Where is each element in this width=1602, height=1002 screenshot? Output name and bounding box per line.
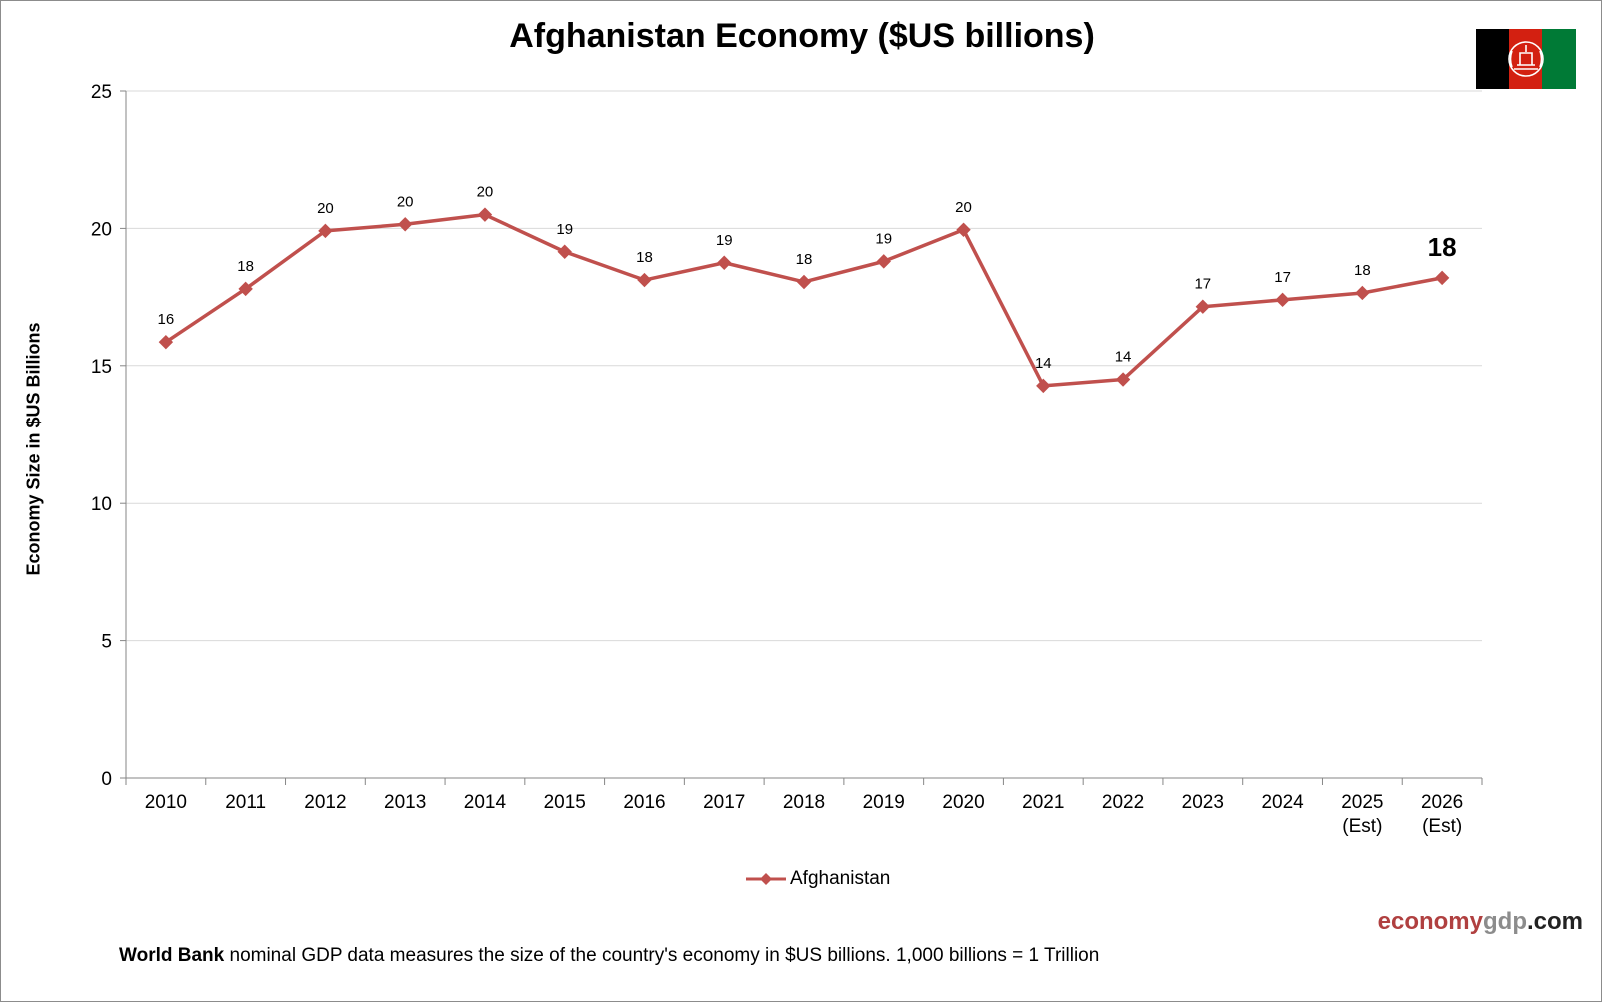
data-point-marker bbox=[238, 281, 253, 297]
data-point-marker bbox=[477, 207, 493, 222]
x-tick-label: 2021 bbox=[1022, 792, 1064, 813]
data-label: 19 bbox=[875, 230, 892, 247]
x-tick-labels: 2010 2011 2012 2013 2014 2015 2016 2017 2018 2019… bbox=[145, 792, 1464, 837]
y-tick-label: 0 bbox=[101, 769, 112, 790]
brand-part-dotcom: .com bbox=[1526, 908, 1583, 935]
data-labels: 16 18 20 20 20 19 18 19 18 19 20 14 14 17 17 18 18 bbox=[158, 184, 1457, 372]
footnote: World Bank nominal GDP data measures the… bbox=[119, 945, 1099, 967]
brand-part-gdp: gdp bbox=[1483, 908, 1527, 935]
data-point-marker bbox=[397, 217, 413, 232]
data-point-marker bbox=[1195, 299, 1211, 314]
data-point-marker bbox=[637, 272, 652, 288]
axes bbox=[120, 90, 1482, 779]
data-point-marker bbox=[557, 244, 572, 259]
data-point-marker bbox=[1275, 292, 1290, 308]
x-tick-label: 2022 bbox=[1102, 792, 1144, 813]
x-tick-label: 2017 bbox=[703, 792, 745, 813]
y-tick-label: 10 bbox=[91, 494, 112, 515]
afghanistan-flag-icon bbox=[1476, 29, 1576, 89]
data-label: 17 bbox=[1194, 276, 1211, 293]
x-tick-label: 2023 bbox=[1182, 792, 1224, 813]
x-tick-label: 2014 bbox=[464, 792, 507, 813]
data-label: 18 bbox=[796, 251, 813, 268]
x-tick-label: 2010 bbox=[145, 792, 187, 813]
data-point-marker bbox=[796, 274, 812, 290]
data-point-marker bbox=[1036, 378, 1051, 394]
x-tick-marks bbox=[125, 778, 1483, 785]
data-point-marker bbox=[1355, 285, 1370, 301]
data-label: 19 bbox=[556, 221, 573, 238]
brand-part-economy: economy bbox=[1377, 908, 1483, 935]
flag-black-stripe bbox=[1476, 29, 1510, 89]
flag-emblem bbox=[1508, 41, 1544, 77]
y-tick-label: 20 bbox=[91, 219, 112, 240]
data-point-marker bbox=[717, 255, 732, 270]
data-label: 20 bbox=[477, 184, 494, 201]
economygdp-brand: economygdp.com bbox=[1378, 908, 1583, 936]
legend-label: Afghanistan bbox=[790, 868, 891, 889]
x-tick-label: 2024 bbox=[1261, 792, 1304, 813]
data-point-marker bbox=[1434, 270, 1450, 286]
x-tick-label: 2015 bbox=[544, 792, 586, 813]
x-tick-label: 2025 (Est) bbox=[1341, 792, 1383, 837]
x-tick-label: 2019 bbox=[863, 792, 905, 813]
data-label: 20 bbox=[317, 200, 334, 217]
y-tick-label: 15 bbox=[91, 357, 112, 378]
y-tick-label: 25 bbox=[91, 82, 112, 103]
y-tick-label: 5 bbox=[101, 632, 112, 653]
flag-red-stripe bbox=[1509, 29, 1543, 89]
series-afghanistan bbox=[158, 207, 1450, 394]
x-tick-label: 2016 bbox=[623, 792, 665, 813]
data-point-marker bbox=[956, 222, 971, 237]
data-label: 14 bbox=[1115, 349, 1132, 366]
gridlines bbox=[126, 90, 1482, 642]
x-tick-label: 2018 bbox=[783, 792, 825, 813]
x-tick-label: 2013 bbox=[384, 792, 426, 813]
data-point-marker bbox=[318, 223, 333, 239]
footnote-source: World Bank bbox=[119, 945, 225, 966]
data-label: 18 bbox=[237, 258, 254, 275]
data-label: 16 bbox=[158, 311, 175, 328]
data-label: 14 bbox=[1035, 355, 1052, 372]
x-tick-label: 2026 (Est) bbox=[1421, 792, 1463, 837]
flag-green-stripe bbox=[1542, 29, 1576, 89]
footnote-text: nominal GDP data measures the size of th… bbox=[224, 945, 1100, 966]
data-label: 18 bbox=[1428, 232, 1457, 262]
data-label: 17 bbox=[1274, 269, 1291, 286]
x-tick-label: 2012 bbox=[304, 792, 346, 813]
x-tick-label: 2020 bbox=[942, 792, 984, 813]
x-tick-label: 2011 bbox=[225, 792, 266, 813]
data-label: 18 bbox=[1354, 262, 1371, 279]
chart-title: Afghanistan Economy ($US billions) bbox=[509, 17, 1095, 55]
data-label: 20 bbox=[397, 193, 414, 210]
data-label: 20 bbox=[955, 199, 972, 216]
data-label: 18 bbox=[636, 249, 653, 266]
data-point-marker bbox=[158, 334, 174, 350]
data-label: 19 bbox=[716, 232, 733, 249]
y-axis-title: Economy Size in $US Billions bbox=[23, 322, 44, 576]
data-point-marker bbox=[876, 254, 891, 269]
series-line-afghanistan bbox=[164, 212, 1443, 388]
y-tick-labels: 0 5 10 15 20 25 bbox=[91, 82, 112, 790]
legend: Afghanistan bbox=[746, 867, 890, 891]
legend-marker-icon bbox=[746, 873, 786, 885]
data-point-marker bbox=[1115, 372, 1131, 387]
